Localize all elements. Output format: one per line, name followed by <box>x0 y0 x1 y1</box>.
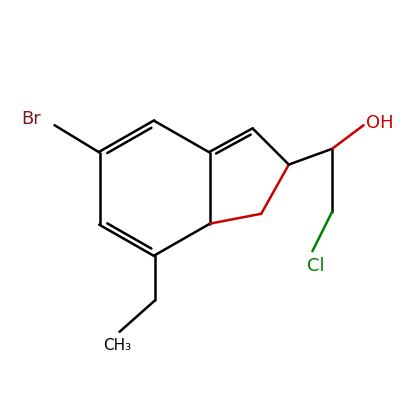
Text: Br: Br <box>21 110 41 128</box>
Text: CH₃: CH₃ <box>104 338 132 353</box>
Text: Cl: Cl <box>306 257 324 275</box>
Text: OH: OH <box>366 114 393 132</box>
